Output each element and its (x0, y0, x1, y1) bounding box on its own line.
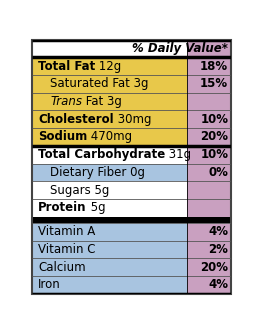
Text: Sugars 5g: Sugars 5g (50, 183, 109, 197)
Bar (188, 164, 231, 181)
Text: Trans: Trans (50, 95, 82, 108)
Text: 10%: 10% (200, 148, 228, 161)
Bar (188, 241, 231, 258)
Bar (32, 40, 188, 57)
Text: 0%: 0% (208, 166, 228, 179)
Text: Dietary Fiber 0g: Dietary Fiber 0g (50, 166, 145, 179)
Bar (188, 258, 231, 276)
Bar (32, 223, 188, 241)
Bar (188, 111, 231, 128)
Text: 20%: 20% (200, 261, 228, 274)
Text: Fat 3g: Fat 3g (82, 95, 122, 108)
Bar (32, 276, 188, 294)
Text: 10%: 10% (200, 113, 228, 126)
Bar (32, 128, 188, 146)
Text: 31g: 31g (165, 148, 191, 161)
Text: 20%: 20% (200, 130, 228, 144)
Bar (32, 111, 188, 128)
Bar (188, 40, 231, 57)
Bar (32, 258, 188, 276)
Text: Iron: Iron (38, 278, 61, 291)
Text: 15%: 15% (200, 77, 228, 90)
Bar (188, 128, 231, 146)
Text: Total Fat: Total Fat (38, 60, 95, 73)
Text: Sodium: Sodium (38, 130, 87, 144)
Bar (188, 146, 231, 164)
Bar (32, 217, 188, 223)
Bar (32, 146, 188, 164)
Text: 18%: 18% (200, 60, 228, 73)
Bar (32, 93, 188, 111)
Bar (32, 57, 188, 75)
Text: 5g: 5g (87, 201, 105, 214)
Text: Total Carbohydrate: Total Carbohydrate (38, 148, 165, 161)
Bar (32, 181, 188, 199)
Bar (188, 181, 231, 199)
Text: 2%: 2% (208, 243, 228, 256)
Text: 12g: 12g (95, 60, 122, 73)
Text: 470mg: 470mg (87, 130, 132, 144)
Text: 4%: 4% (208, 278, 228, 291)
Bar (188, 276, 231, 294)
Bar (32, 75, 188, 93)
Text: 30mg: 30mg (114, 113, 151, 126)
Text: 4%: 4% (208, 225, 228, 238)
Bar (32, 199, 188, 217)
Bar (188, 93, 231, 111)
Bar (188, 217, 231, 223)
Text: Vitamin A: Vitamin A (38, 225, 95, 238)
Text: % Daily Value*: % Daily Value* (132, 42, 228, 55)
Bar (188, 199, 231, 217)
Bar (32, 164, 188, 181)
Text: Cholesterol: Cholesterol (38, 113, 114, 126)
Text: Protein: Protein (38, 201, 87, 214)
Text: Saturated Fat 3g: Saturated Fat 3g (50, 77, 149, 90)
Text: Vitamin C: Vitamin C (38, 243, 96, 256)
Bar (188, 223, 231, 241)
Text: Calcium: Calcium (38, 261, 86, 274)
Bar (32, 241, 188, 258)
Bar (188, 57, 231, 75)
Bar (188, 75, 231, 93)
